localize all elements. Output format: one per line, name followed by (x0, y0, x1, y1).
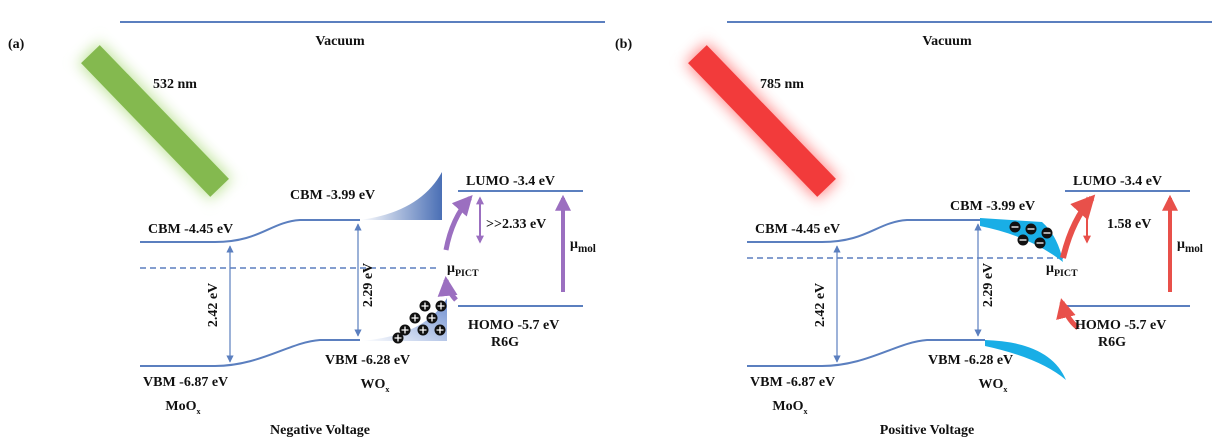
material-label: MoOx (165, 399, 200, 416)
pict-arrow (446, 198, 470, 250)
material-label-main: WO (979, 377, 1004, 392)
cbm-label: CBM -3.99 eV (950, 199, 1035, 214)
mu-mol-label-main: μ (570, 237, 578, 252)
cbm-label: CBM -4.45 eV (148, 222, 233, 237)
vacuum-label: Vacuum (922, 34, 972, 49)
mu-pict-label: μPICT (447, 261, 479, 279)
lumo-label: LUMO -3.4 eV (1073, 174, 1162, 189)
vbm-label: VBM -6.28 eV (928, 353, 1013, 368)
molecule-label: R6G (1098, 335, 1126, 350)
mu-pict-label-main: μ (1046, 261, 1054, 276)
cbm-label: CBM -4.45 eV (755, 222, 840, 237)
mu-mol-label-sub: mol (578, 243, 596, 255)
gap-label: 2.29 eV (981, 263, 996, 307)
homo-label: HOMO -5.7 eV (468, 318, 559, 333)
lumo-label: LUMO -3.4 eV (466, 174, 555, 189)
vbm-label: VBM -6.87 eV (143, 375, 228, 390)
panel-label: (b) (615, 37, 632, 52)
material-label-main: WO (361, 377, 386, 392)
laser-label: 785 nm (760, 77, 804, 92)
mu-pict-label-sub: PICT (1054, 268, 1078, 279)
material-label-sub: x (197, 407, 201, 416)
pict-arrow (446, 280, 456, 300)
material-label-main: MoO (165, 399, 196, 414)
vbm-label: VBM -6.28 eV (325, 353, 410, 368)
gap-label: 2.42 eV (813, 283, 828, 327)
laser-beam (81, 45, 229, 197)
band-diagram: (a) Vacuum 532 nm 2.42 eV 2.29 eV CBM -4.45 e… (0, 0, 1213, 440)
panel-label: (a) (8, 37, 25, 52)
mu-pict-label-sub: PICT (455, 268, 479, 279)
material-label: WOx (979, 377, 1008, 394)
material-label-sub: x (385, 385, 389, 394)
voltage-label: Positive Voltage (880, 423, 975, 438)
vacuum-label: Vacuum (315, 34, 365, 49)
mu-mol-label: μmol (1177, 237, 1203, 255)
mol-gap-label: >>2.33 eV (486, 217, 546, 232)
mu-mol-label-main: μ (1177, 237, 1185, 252)
material-label-main: MoO (772, 399, 803, 414)
gap-label: 2.42 eV (206, 283, 221, 327)
mu-mol-label-sub: mol (1185, 243, 1203, 255)
material-label: WOx (361, 377, 390, 394)
vbm-label: VBM -6.87 eV (750, 375, 835, 390)
laser-beam (688, 45, 836, 197)
mol-gap-label: 1.58 eV (1107, 217, 1151, 232)
mu-pict-label: μPICT (1046, 261, 1078, 279)
material-label-sub: x (804, 407, 808, 416)
material-label-sub: x (1003, 385, 1007, 394)
molecule-label: R6G (491, 335, 519, 350)
mu-mol-label: μmol (570, 237, 596, 255)
cbm-label: CBM -3.99 eV (290, 188, 375, 203)
homo-label: HOMO -5.7 eV (1075, 318, 1166, 333)
voltage-label: Negative Voltage (270, 423, 370, 438)
laser-label: 532 nm (153, 77, 197, 92)
mu-pict-label-main: μ (447, 261, 455, 276)
gap-label: 2.29 eV (361, 263, 376, 307)
material-label: MoOx (772, 399, 807, 416)
